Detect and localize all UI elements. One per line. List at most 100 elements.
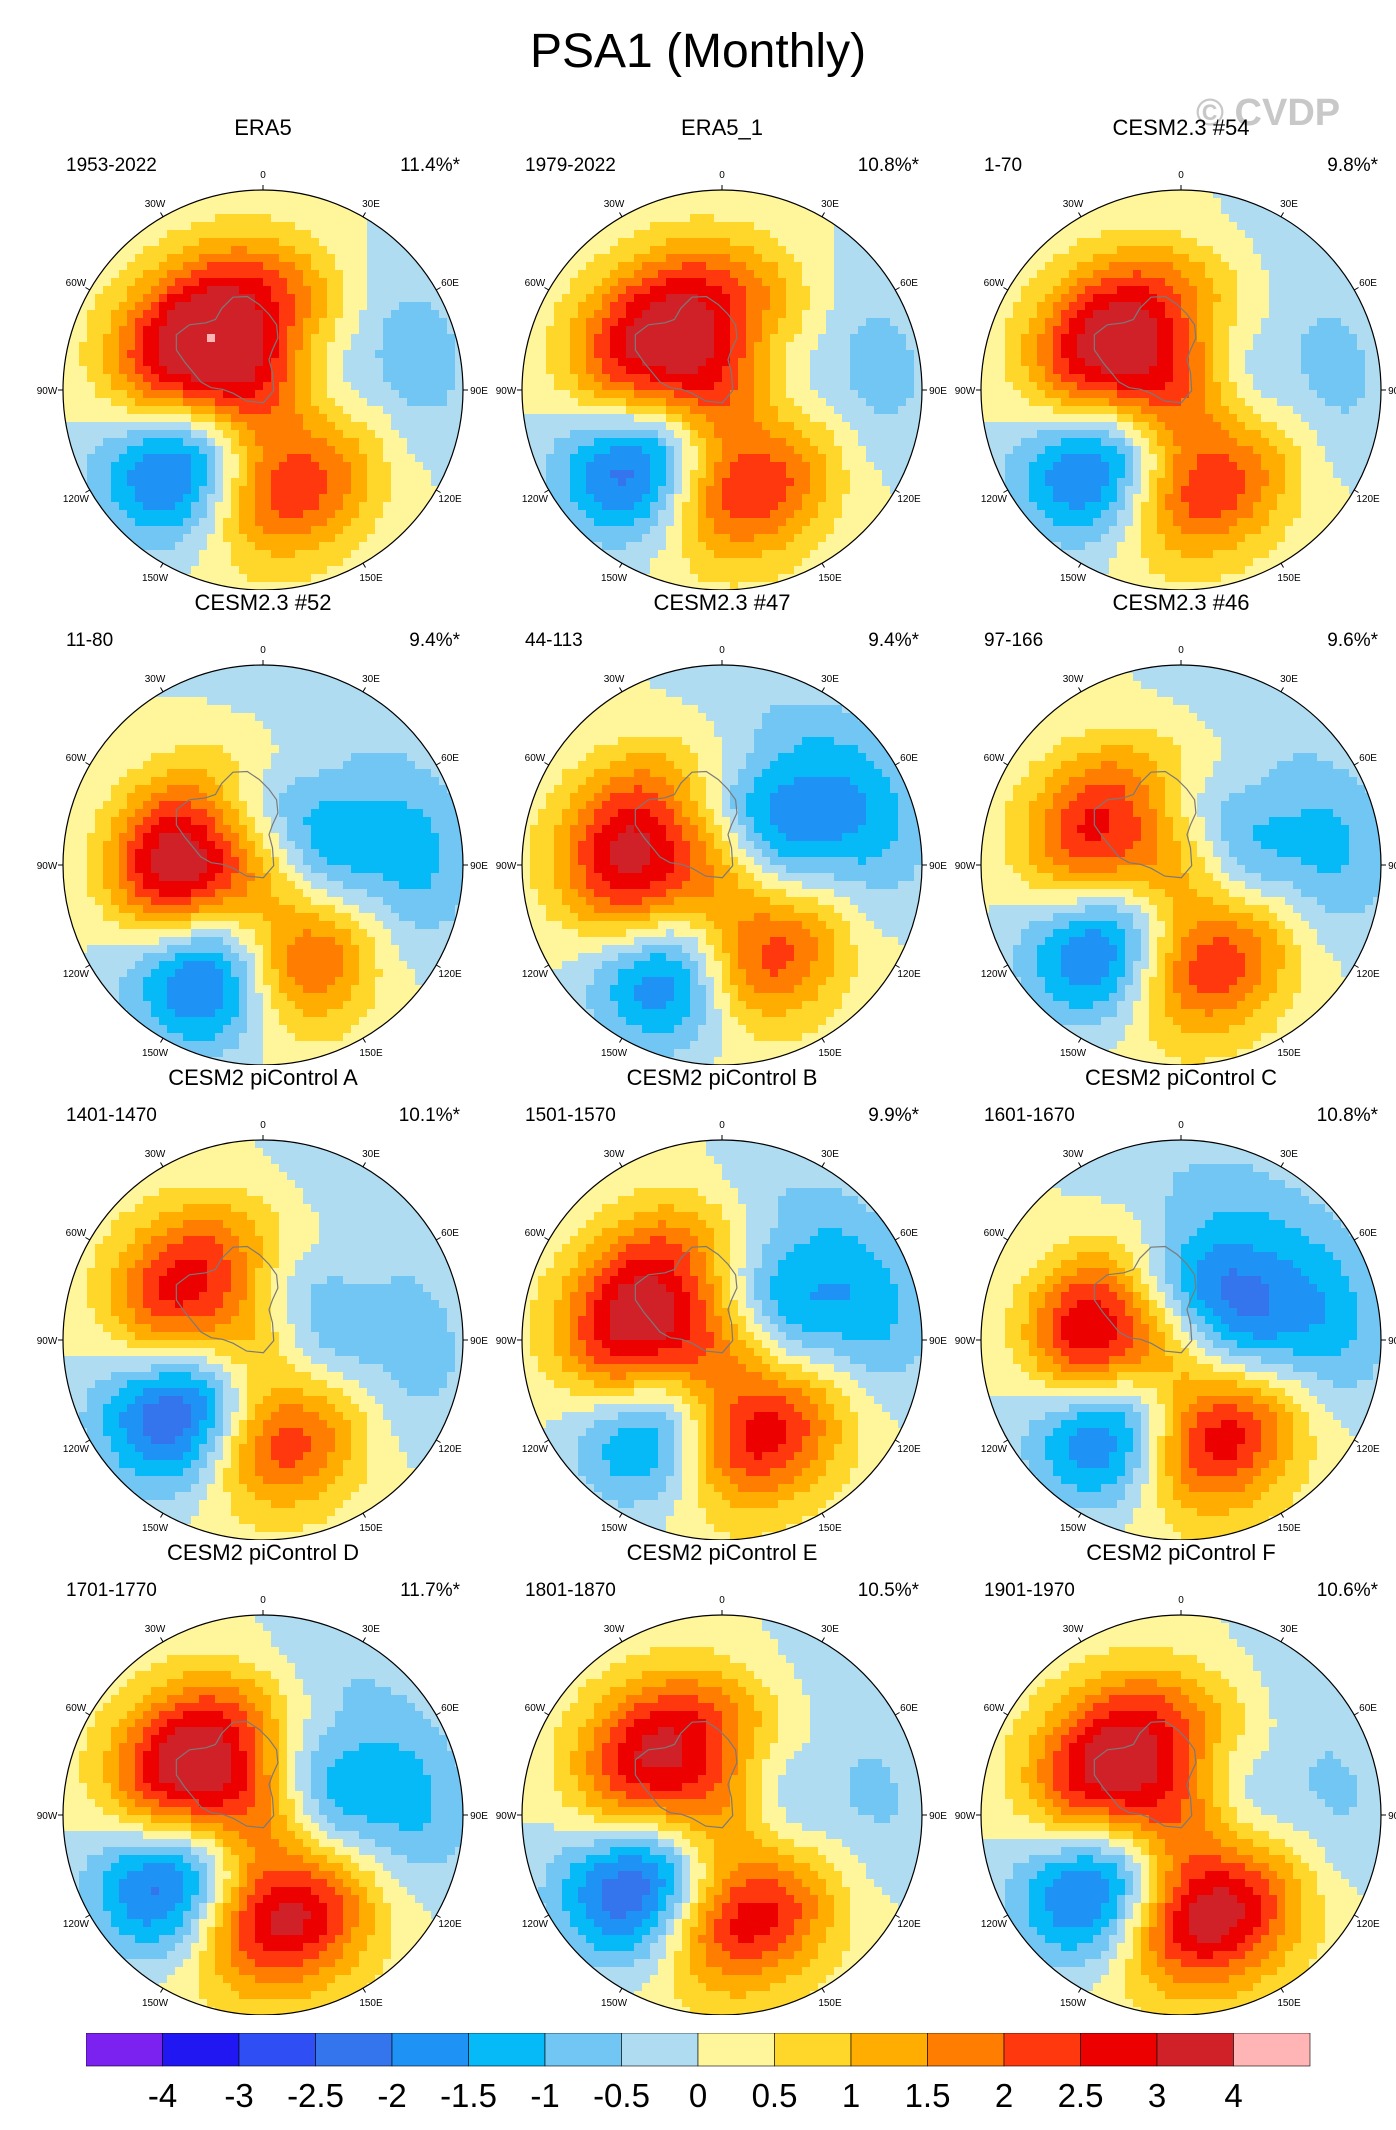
longitude-label: 120E	[897, 969, 921, 980]
longitude-label: 120E	[1356, 494, 1380, 505]
colorbar-label: -1.5	[440, 2077, 497, 2113]
colorbar-label: 2	[995, 2077, 1013, 2113]
coastline	[1093, 1720, 1197, 1829]
longitude-label: 30E	[821, 674, 839, 685]
longitude-label: 0	[1178, 1595, 1184, 1606]
longitude-label: 120W	[981, 494, 1008, 505]
longitude-label: 150W	[142, 1998, 169, 2009]
longitude-label: 90E	[470, 1336, 488, 1347]
longitude-label: 150E	[818, 1523, 842, 1534]
polar-map: 030E60E90E120E150E180150W120W90W60W30W	[496, 1595, 947, 2015]
longitude-label: 0	[260, 1120, 266, 1131]
longitude-label: 60E	[441, 753, 459, 764]
colorbar-label: -3	[224, 2077, 253, 2113]
panel-title: CESM2 piControl D	[30, 1540, 496, 1566]
longitude-label: 150E	[359, 1998, 383, 2009]
polar-map: 030E60E90E120E150E180150W120W90W60W30W	[955, 645, 1396, 1065]
colorbar-swatch	[162, 2033, 240, 2067]
longitude-label: 30W	[1063, 674, 1084, 685]
longitude-label: 90W	[955, 861, 976, 872]
panel-percent-variance: 11.7%*	[400, 1580, 460, 1602]
longitude-label: 120W	[522, 969, 549, 980]
polar-map: 030E60E90E120E150E180150W120W90W60W30W	[955, 1595, 1396, 2015]
panel-period: 1401-1470	[66, 1105, 157, 1127]
longitude-label: 150W	[601, 1523, 628, 1534]
panel-title: CESM2.3 #52	[30, 590, 496, 616]
longitude-label: 150E	[359, 1523, 383, 1534]
panel-title: CESM2.3 #47	[489, 590, 955, 616]
colorbar-label: -2.5	[287, 2077, 344, 2113]
longitude-label: 60E	[900, 753, 918, 764]
longitude-label: 120W	[522, 1444, 549, 1455]
longitude-label: 60E	[900, 1228, 918, 1239]
colorbar-label: 0.5	[752, 2077, 798, 2113]
colorbar-swatch	[850, 2033, 928, 2067]
longitude-label: 0	[1178, 170, 1184, 181]
longitude-label: 90W	[496, 1811, 517, 1822]
longitude-label: 0	[719, 170, 725, 181]
colorbar-swatch	[315, 2033, 393, 2067]
colorbar: -4 -3 -2.5 -2 -1.5 -1 -0.5 0 0.5 1 1.5 2 2.5 3 4	[86, 2033, 1311, 2113]
longitude-label: 90E	[470, 1811, 488, 1822]
panel-title: CESM2 piControl A	[30, 1065, 496, 1091]
coastline	[175, 295, 279, 404]
coastline	[634, 770, 738, 879]
map-panel: CESM2.3 #541-709.8%*030E60E90E120E150E18…	[948, 115, 1396, 590]
colorbar-label: -0.5	[593, 2077, 650, 2113]
longitude-label: 150E	[1277, 1048, 1301, 1059]
page-title: PSA1 (Monthly)	[0, 24, 1396, 79]
longitude-label: 150W	[142, 573, 169, 584]
panel-period: 97-166	[984, 630, 1043, 652]
longitude-label: 30E	[362, 1149, 380, 1160]
polar-map: 030E60E90E120E150E180150W120W90W60W30W	[955, 1120, 1396, 1540]
longitude-label: 30W	[604, 674, 625, 685]
longitude-label: 30W	[145, 1149, 166, 1160]
coastline	[175, 1245, 279, 1354]
colorbar-label: 0	[689, 2077, 707, 2113]
longitude-label: 60W	[984, 1703, 1005, 1714]
longitude-label: 30E	[1280, 199, 1298, 210]
colorbar-swatch	[1003, 2033, 1081, 2067]
longitude-label: 60E	[1359, 1228, 1377, 1239]
longitude-label: 30E	[821, 1624, 839, 1635]
longitude-label: 60E	[1359, 278, 1377, 289]
longitude-label: 90W	[37, 1811, 58, 1822]
longitude-label: 60W	[66, 753, 87, 764]
longitude-label: 0	[1178, 645, 1184, 656]
longitude-label: 120E	[1356, 969, 1380, 980]
panel-period: 1-70	[984, 155, 1022, 177]
longitude-label: 90E	[470, 386, 488, 397]
longitude-label: 60E	[900, 1703, 918, 1714]
longitude-label: 30E	[362, 674, 380, 685]
longitude-label: 30W	[604, 1149, 625, 1160]
colorbar-swatch	[927, 2033, 1005, 2067]
panel-percent-variance: 10.8%*	[1317, 1105, 1378, 1127]
longitude-label: 120W	[63, 1444, 90, 1455]
colorbar-label: 2.5	[1058, 2077, 1104, 2113]
panel-period: 1501-1570	[525, 1105, 616, 1127]
longitude-label: 120W	[63, 1919, 90, 1930]
longitude-label: 120E	[1356, 1919, 1380, 1930]
longitude-label: 90E	[470, 861, 488, 872]
panel-period: 1953-2022	[66, 155, 157, 177]
longitude-label: 150E	[359, 573, 383, 584]
longitude-label: 120E	[897, 1919, 921, 1930]
longitude-label: 60W	[525, 753, 546, 764]
longitude-label: 150W	[601, 573, 628, 584]
longitude-label: 30W	[604, 1624, 625, 1635]
panel-percent-variance: 9.8%*	[1327, 155, 1378, 177]
polar-map: 030E60E90E120E150E180150W120W90W60W30W	[37, 1595, 488, 2015]
longitude-label: 30E	[362, 1624, 380, 1635]
longitude-label: 90E	[929, 1336, 947, 1347]
longitude-label: 150W	[1060, 1998, 1087, 2009]
colorbar-label: -2	[377, 2077, 406, 2113]
map-panel: CESM2 piControl E 1801-1870 10.5%* 0 30E 60E 9…	[489, 1540, 955, 2015]
longitude-label: 60W	[66, 1228, 87, 1239]
colorbar-swatch	[774, 2033, 852, 2067]
longitude-label: 150E	[1277, 573, 1301, 584]
longitude-label: 150W	[142, 1048, 169, 1059]
panel-percent-variance: 10.5%*	[858, 1580, 919, 1602]
longitude-label: 0	[719, 1120, 725, 1131]
panel-period: 1701-1770	[66, 1580, 157, 1602]
polar-map: 030E60E90E120E150E180150W120W90W60W30W	[496, 645, 947, 1065]
